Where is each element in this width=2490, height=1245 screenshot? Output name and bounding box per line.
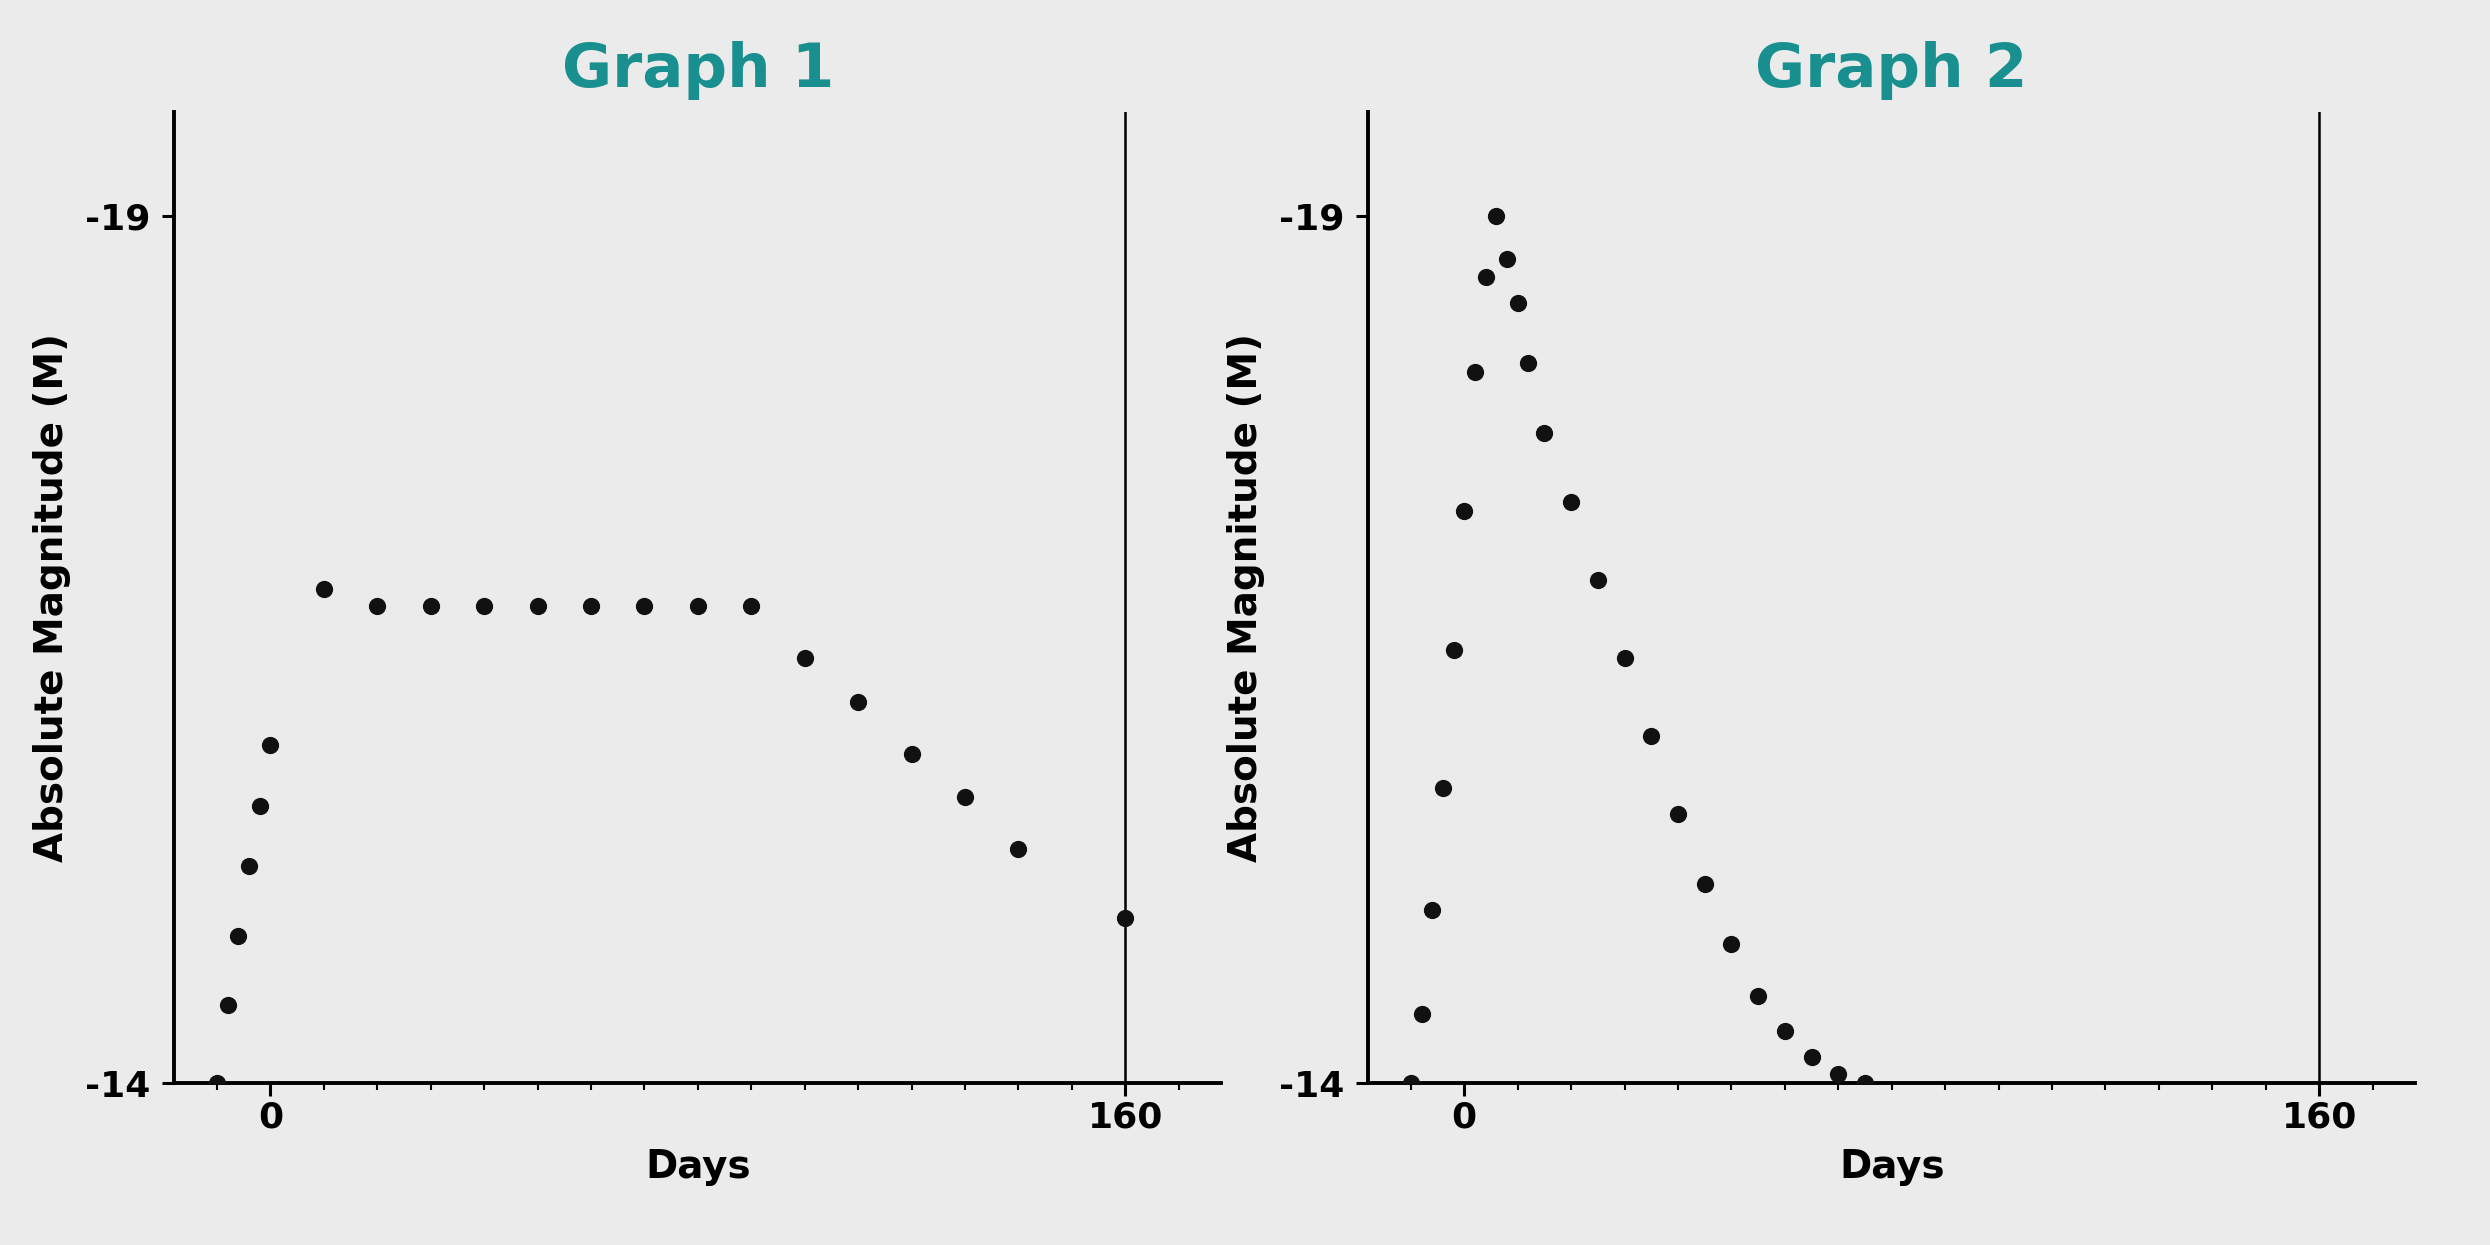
- Point: [463, 596, 503, 616]
- Point: [207, 995, 247, 1015]
- Point: [570, 596, 610, 616]
- Point: [304, 579, 344, 599]
- Point: [251, 735, 291, 754]
- Point: [518, 596, 558, 616]
- Point: [1487, 249, 1526, 269]
- Point: [784, 649, 824, 669]
- Point: [732, 596, 772, 616]
- Point: [239, 796, 279, 815]
- X-axis label: Days: Days: [1840, 1148, 1945, 1186]
- Point: [229, 857, 269, 876]
- Point: [1434, 640, 1474, 660]
- Point: [998, 839, 1038, 859]
- Point: [1392, 1073, 1432, 1093]
- Point: [359, 596, 398, 616]
- Point: [1631, 726, 1671, 746]
- Point: [1818, 1064, 1858, 1084]
- Title: Graph 2: Graph 2: [1755, 41, 2027, 100]
- Point: [891, 743, 931, 763]
- Title: Graph 1: Graph 1: [563, 41, 834, 100]
- Point: [219, 926, 259, 946]
- Point: [1579, 570, 1618, 590]
- Point: [1477, 207, 1516, 227]
- Point: [1524, 423, 1564, 443]
- Point: [1845, 1073, 1885, 1093]
- Point: [1738, 986, 1778, 1006]
- Point: [1711, 935, 1750, 955]
- Point: [839, 692, 879, 712]
- Point: [1422, 778, 1462, 798]
- Point: [1467, 266, 1506, 286]
- X-axis label: Days: Days: [645, 1148, 749, 1186]
- Point: [1604, 649, 1643, 669]
- Point: [1793, 1047, 1833, 1067]
- Y-axis label: Absolute Magnitude (M): Absolute Magnitude (M): [1228, 334, 1265, 862]
- Point: [677, 596, 717, 616]
- Point: [1412, 900, 1452, 920]
- Point: [1551, 492, 1591, 512]
- Point: [1765, 1021, 1805, 1041]
- Point: [1106, 909, 1145, 929]
- Point: [1686, 874, 1726, 894]
- Point: [1499, 293, 1539, 312]
- Point: [197, 1073, 237, 1093]
- Point: [1402, 1003, 1442, 1023]
- Y-axis label: Absolute Magnitude (M): Absolute Magnitude (M): [32, 334, 72, 862]
- Point: [946, 787, 986, 807]
- Point: [1509, 354, 1549, 374]
- Point: [411, 596, 451, 616]
- Point: [1454, 362, 1494, 382]
- Point: [625, 596, 665, 616]
- Point: [1658, 804, 1698, 824]
- Point: [1444, 500, 1484, 520]
